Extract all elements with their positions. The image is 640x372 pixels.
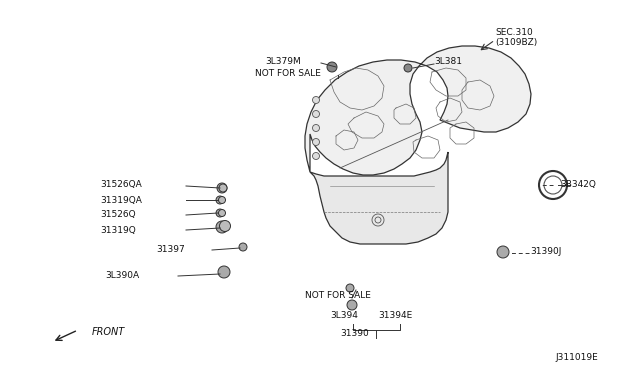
Text: 31390J: 31390J [530, 247, 561, 257]
Polygon shape [305, 46, 531, 175]
Text: 3L390A: 3L390A [105, 272, 139, 280]
Circle shape [312, 138, 319, 145]
Text: 3L394: 3L394 [330, 311, 358, 321]
Text: 31526Q: 31526Q [100, 211, 136, 219]
Text: 31319Q: 31319Q [100, 225, 136, 234]
Text: 31397: 31397 [156, 246, 185, 254]
Circle shape [216, 209, 224, 217]
Text: J311019E: J311019E [555, 353, 598, 362]
Text: NOT FOR SALE: NOT FOR SALE [255, 70, 321, 78]
Circle shape [218, 209, 225, 217]
Circle shape [347, 300, 357, 310]
Circle shape [404, 64, 412, 72]
Text: 3L379M: 3L379M [265, 58, 301, 67]
Circle shape [312, 153, 319, 160]
Text: 31319QA: 31319QA [100, 196, 142, 205]
Circle shape [312, 110, 319, 118]
Circle shape [218, 196, 225, 203]
Circle shape [312, 96, 319, 103]
Circle shape [218, 266, 230, 278]
Text: FRONT: FRONT [92, 327, 125, 337]
Text: NOT FOR SALE: NOT FOR SALE [305, 292, 371, 301]
Circle shape [327, 62, 337, 72]
Circle shape [220, 221, 230, 231]
Circle shape [346, 284, 354, 292]
Circle shape [219, 184, 227, 192]
Text: 31394E: 31394E [378, 311, 412, 321]
Circle shape [217, 183, 227, 193]
Text: 31526QA: 31526QA [100, 180, 141, 189]
Circle shape [312, 125, 319, 131]
Text: SEC.310
(3109BZ): SEC.310 (3109BZ) [495, 28, 537, 47]
Text: 3B342Q: 3B342Q [560, 180, 596, 189]
Circle shape [216, 196, 224, 204]
Circle shape [216, 221, 228, 233]
Polygon shape [310, 152, 448, 244]
Text: 31390: 31390 [340, 330, 369, 339]
Text: 3L381: 3L381 [434, 58, 462, 67]
Circle shape [497, 246, 509, 258]
Circle shape [239, 243, 247, 251]
